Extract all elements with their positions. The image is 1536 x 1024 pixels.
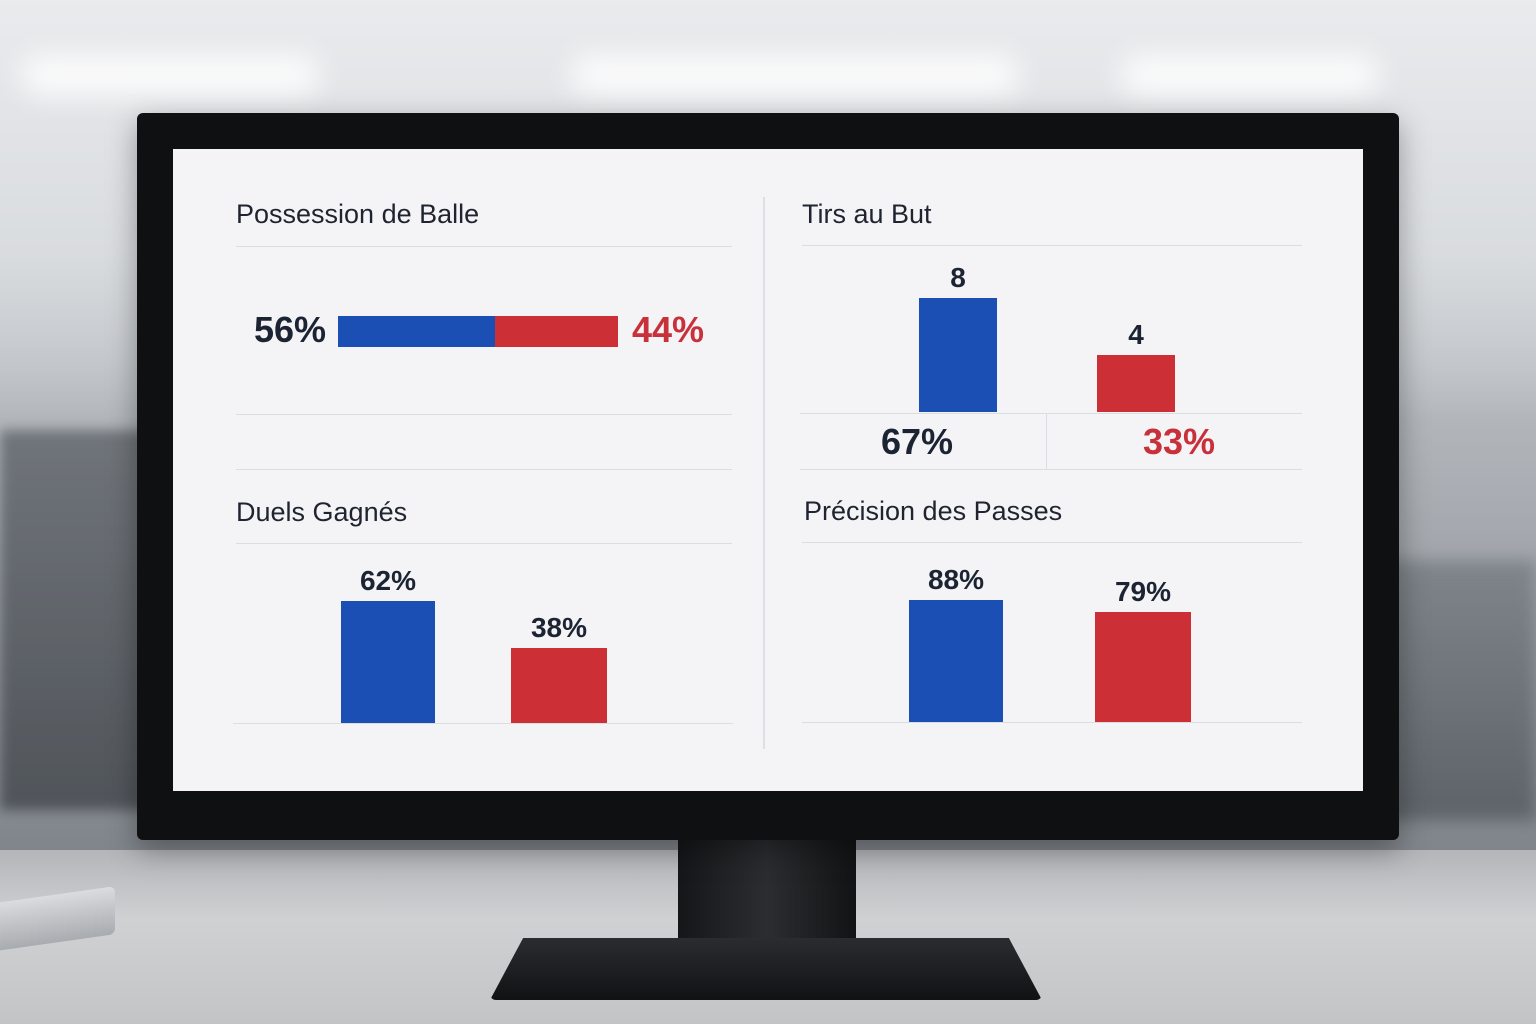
pass-away-bar-label: 79% (1114, 576, 1172, 608)
background-ceiling-light (570, 55, 1020, 95)
shots-home-bar (919, 298, 997, 412)
pass-home-bar (909, 600, 1003, 722)
pass-away-bar (1095, 612, 1191, 722)
monitor: Possession de Balle 56% 44% Tirs au But … (137, 113, 1399, 840)
duels-away-bar-label: 38% (530, 612, 588, 644)
possession-away-bar (494, 316, 618, 347)
divider (802, 245, 1302, 246)
divider (1046, 413, 1047, 469)
duels-away-bar (511, 648, 607, 723)
possession-home-value: 56% (254, 309, 327, 350)
duels-title: Duels Gagnés (236, 497, 408, 527)
dashboard-screen: Possession de Balle 56% 44% Tirs au But … (173, 149, 1363, 791)
chart-baseline (233, 723, 733, 724)
divider (802, 542, 1302, 543)
monitor-stand-neck (678, 835, 856, 950)
divider (236, 469, 732, 470)
background-ceiling-light (1120, 55, 1380, 95)
shots-home-share: 67% (881, 421, 954, 462)
chart-baseline (802, 722, 1302, 723)
background-ceiling-light (20, 55, 320, 95)
possession-home-bar (338, 316, 495, 347)
shots-home-bar-label: 8 (950, 262, 966, 293)
divider (236, 543, 732, 544)
shots-away-bar-label: 4 (1128, 319, 1144, 350)
panel-divider (763, 197, 765, 749)
shots-away-bar (1097, 355, 1175, 412)
shots-share-row (800, 413, 1302, 470)
background-shelf (1386, 560, 1536, 820)
shots-away-share: 33% (1143, 421, 1216, 462)
possession-away-value: 44% (632, 309, 705, 350)
pass-accuracy-title: Précision des Passes (804, 496, 1063, 526)
duels-home-bar-label: 62% (359, 565, 417, 596)
pass-home-bar-label: 88% (927, 564, 985, 595)
possession-title: Possession de Balle (236, 199, 480, 229)
duels-home-bar (341, 601, 435, 723)
monitor-stand-base (490, 938, 1042, 1000)
divider (236, 246, 732, 247)
divider (236, 414, 732, 415)
shots-title: Tirs au But (802, 199, 932, 229)
background-shelf (0, 430, 150, 810)
